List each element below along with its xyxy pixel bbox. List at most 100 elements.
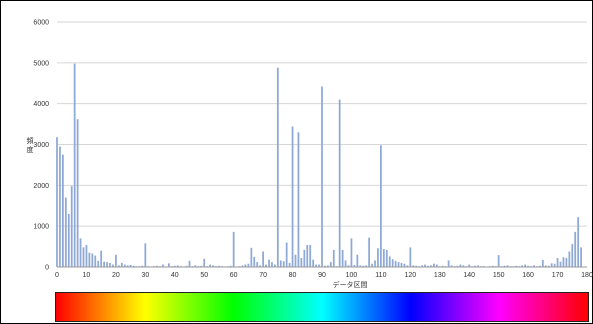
x-tick-label: 140 <box>463 272 475 279</box>
bar <box>194 265 197 267</box>
bar <box>377 248 379 267</box>
x-tick-label: 170 <box>552 272 564 279</box>
bar <box>268 259 270 267</box>
x-tick-label: 130 <box>434 272 446 279</box>
x-tick-label: 20 <box>112 272 120 279</box>
bar <box>329 262 332 267</box>
x-axis-label: データ区間 <box>333 280 368 289</box>
bar <box>556 258 559 267</box>
bar <box>544 265 547 267</box>
bar <box>256 262 259 267</box>
bar <box>412 265 415 267</box>
bar <box>382 249 385 267</box>
bar <box>300 258 303 267</box>
bar <box>368 237 370 267</box>
bar <box>397 262 400 267</box>
bar <box>459 264 462 267</box>
bar <box>332 249 335 267</box>
bar <box>371 263 373 267</box>
x-tick-label: 90 <box>318 272 326 279</box>
bar <box>126 265 129 267</box>
bar <box>341 249 344 267</box>
y-tick-label: 1000 <box>33 224 49 231</box>
bar <box>94 255 97 267</box>
bar <box>380 145 382 267</box>
y-tick-label: 3000 <box>33 142 49 149</box>
bar <box>539 265 541 267</box>
y-tick-label: 6000 <box>33 20 49 27</box>
bar <box>82 247 85 267</box>
bar <box>515 265 518 267</box>
y-tick-labels: 0 1000 2000 3000 4000 5000 6000 <box>33 20 49 272</box>
bar <box>67 213 70 267</box>
bar <box>241 265 244 267</box>
bar <box>547 265 550 267</box>
bar <box>209 264 211 267</box>
bar <box>85 244 88 267</box>
bar <box>324 265 326 267</box>
bar <box>409 247 412 267</box>
x-tick-label: 150 <box>493 272 505 279</box>
x-tick-label: 0 <box>55 272 59 279</box>
bars <box>56 63 582 268</box>
bar <box>288 262 291 267</box>
bar <box>565 258 568 267</box>
bar <box>144 243 147 267</box>
bar <box>218 265 220 267</box>
bar <box>262 251 264 267</box>
bar <box>129 264 132 267</box>
bar <box>521 265 524 267</box>
bar <box>533 265 535 267</box>
x-tick-label: 70 <box>259 272 267 279</box>
bar <box>303 249 306 267</box>
bar <box>115 254 117 267</box>
bar <box>350 238 353 267</box>
bar <box>176 265 179 267</box>
x-tick-label: 50 <box>200 272 208 279</box>
bar <box>477 265 479 267</box>
bar <box>132 265 135 267</box>
bar <box>347 265 350 267</box>
bar <box>527 265 529 267</box>
bar <box>59 146 61 267</box>
bar <box>88 252 91 267</box>
x-tick-label: 100 <box>346 272 358 279</box>
bar <box>450 265 453 267</box>
bar <box>474 265 476 267</box>
bar <box>574 231 577 267</box>
histogram-chart: 0 1000 2000 3000 4000 5000 6000 0 10 20 30 40 50 60 7… <box>27 20 593 290</box>
bar <box>388 256 391 267</box>
x-tick-label: 180 <box>581 272 593 279</box>
bar <box>91 253 94 267</box>
bar <box>356 254 359 267</box>
bar <box>338 99 341 267</box>
x-tick-label: 120 <box>404 272 416 279</box>
bar <box>276 67 279 267</box>
bar <box>406 265 409 267</box>
bar <box>203 258 206 267</box>
bar <box>541 260 544 267</box>
bar <box>447 260 450 267</box>
bar <box>250 247 253 267</box>
bar <box>327 265 329 267</box>
bar <box>185 265 188 267</box>
bar <box>344 260 347 267</box>
bar <box>427 265 429 267</box>
bar <box>365 265 368 267</box>
bar <box>524 264 527 267</box>
bar <box>435 264 438 267</box>
bar <box>56 137 58 267</box>
bar <box>294 254 297 267</box>
bar <box>106 262 108 267</box>
bar <box>421 265 423 267</box>
hue-color-strip <box>55 292 589 322</box>
x-tick-label: 80 <box>289 272 297 279</box>
bar <box>400 262 403 267</box>
bar <box>297 132 300 267</box>
bar <box>100 250 103 267</box>
bar <box>173 265 176 267</box>
bar <box>550 263 553 267</box>
y-axis-label-part2: 度 <box>27 145 34 154</box>
bar <box>229 265 232 267</box>
bar <box>312 259 315 267</box>
